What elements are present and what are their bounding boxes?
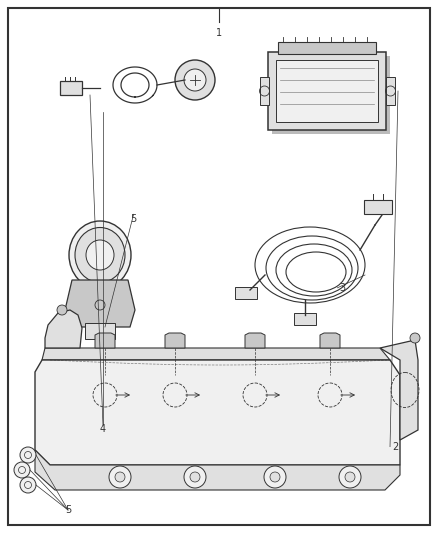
Bar — [272, 56, 390, 134]
Text: 3: 3 — [339, 283, 346, 293]
Bar — [268, 52, 386, 130]
Bar — [364, 200, 392, 214]
Bar — [386, 77, 395, 105]
Circle shape — [20, 447, 36, 463]
Circle shape — [115, 472, 125, 482]
Bar — [85, 323, 115, 339]
Polygon shape — [245, 333, 265, 348]
Circle shape — [20, 477, 36, 493]
Bar — [294, 313, 316, 325]
Text: 2: 2 — [392, 442, 398, 451]
Circle shape — [270, 472, 280, 482]
Text: 5: 5 — [131, 214, 137, 224]
Circle shape — [175, 60, 215, 100]
Circle shape — [339, 466, 361, 488]
Bar — [60, 81, 82, 95]
Ellipse shape — [86, 240, 114, 270]
Polygon shape — [45, 310, 82, 348]
Circle shape — [345, 472, 355, 482]
Polygon shape — [42, 348, 390, 360]
Text: 1: 1 — [216, 28, 222, 38]
Text: 5: 5 — [65, 505, 71, 515]
Circle shape — [14, 462, 30, 478]
Polygon shape — [320, 333, 340, 348]
Polygon shape — [165, 333, 185, 348]
Circle shape — [109, 466, 131, 488]
Bar — [235, 287, 257, 299]
Polygon shape — [380, 340, 418, 440]
Bar — [260, 77, 269, 105]
Circle shape — [184, 69, 206, 91]
Circle shape — [184, 466, 206, 488]
Circle shape — [264, 466, 286, 488]
Polygon shape — [35, 450, 400, 490]
Ellipse shape — [69, 221, 131, 289]
Circle shape — [57, 305, 67, 315]
Circle shape — [190, 472, 200, 482]
Bar — [276, 60, 378, 122]
Polygon shape — [95, 333, 115, 348]
Polygon shape — [65, 280, 135, 327]
Ellipse shape — [75, 228, 125, 282]
Circle shape — [410, 333, 420, 343]
Text: 4: 4 — [100, 424, 106, 434]
Bar — [278, 42, 376, 54]
Polygon shape — [35, 360, 400, 465]
